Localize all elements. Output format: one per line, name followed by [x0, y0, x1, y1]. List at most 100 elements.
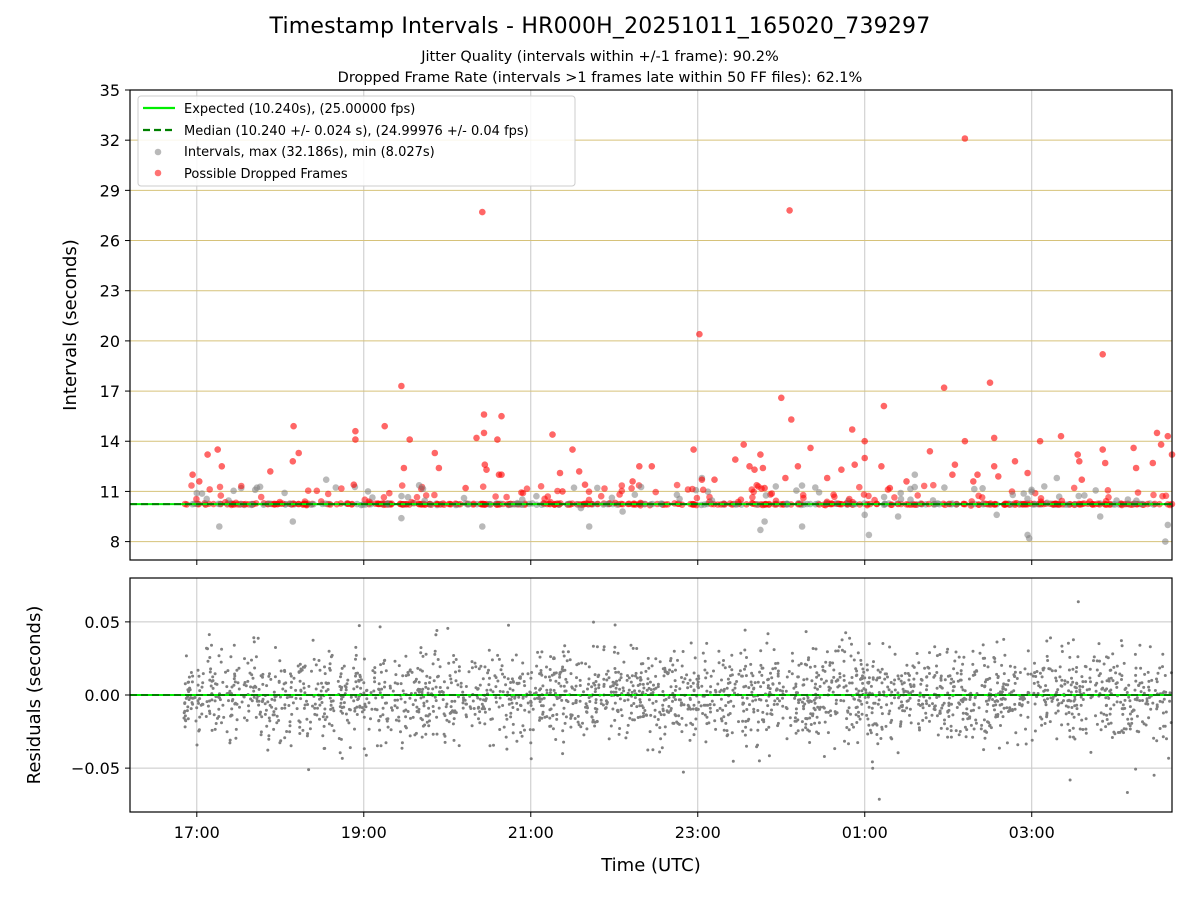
- residual-point: [823, 669, 827, 673]
- residual-point: [1114, 671, 1118, 675]
- interval-point: [631, 491, 639, 499]
- residual-point: [523, 728, 526, 732]
- residual-point: [1134, 767, 1138, 771]
- residual-point: [1000, 663, 1004, 667]
- residual-point: [890, 737, 894, 741]
- residual-point: [963, 725, 967, 729]
- residual-point: [1145, 697, 1149, 701]
- residual-point: [237, 687, 241, 691]
- residual-point: [928, 651, 931, 655]
- residual-point: [1075, 682, 1079, 686]
- residual-point: [217, 707, 221, 711]
- dropped-frame-point: [585, 496, 593, 504]
- residual-point: [244, 684, 248, 688]
- residual-point: [714, 727, 718, 731]
- residual-point: [358, 705, 362, 709]
- residual-point: [674, 668, 677, 672]
- residual-point: [852, 725, 855, 729]
- residual-point: [638, 704, 642, 708]
- residual-point: [622, 660, 626, 664]
- residual-point: [883, 677, 887, 681]
- residual-point: [972, 727, 976, 731]
- residual-point: [886, 675, 889, 679]
- residual-point: [1102, 712, 1106, 716]
- residual-point: [802, 704, 805, 708]
- residual-point: [359, 678, 363, 682]
- residual-point: [807, 656, 811, 660]
- residual-point: [565, 659, 569, 663]
- residual-point: [338, 751, 342, 755]
- residual-point: [744, 719, 748, 723]
- residual-point: [585, 727, 589, 731]
- residual-point: [726, 713, 730, 717]
- residual-point: [529, 701, 533, 704]
- residual-point: [968, 715, 972, 719]
- residual-point: [930, 713, 934, 717]
- residual-point: [1105, 703, 1108, 707]
- residual-point: [198, 715, 202, 719]
- residual-point: [803, 702, 807, 706]
- residual-point: [1115, 700, 1119, 704]
- residual-point: [307, 768, 311, 772]
- residual-point: [345, 682, 349, 686]
- residual-point: [865, 701, 869, 705]
- residual-point: [1079, 703, 1083, 707]
- residual-point: [1105, 655, 1108, 659]
- dropped-frame-point: [290, 422, 297, 430]
- residual-point: [367, 727, 371, 731]
- residual-point: [602, 677, 606, 681]
- residual-point: [261, 672, 265, 676]
- residual-point: [379, 670, 383, 674]
- residual-point: [613, 718, 617, 722]
- residual-point: [258, 712, 262, 716]
- residual-point: [1156, 671, 1160, 675]
- residual-point: [861, 674, 864, 678]
- residual-point: [487, 668, 490, 672]
- residual-point: [767, 754, 771, 758]
- residual-point: [645, 688, 649, 692]
- residual-point: [859, 662, 863, 666]
- residual-point: [866, 732, 870, 736]
- residual-point: [423, 723, 427, 727]
- legend-dropped-swatch: [154, 169, 162, 177]
- residual-point: [651, 748, 655, 752]
- residual-point: [467, 670, 471, 674]
- x-tick-label: 23:00: [675, 823, 721, 842]
- residual-point: [413, 691, 417, 695]
- residual-point: [561, 752, 565, 756]
- residual-point: [765, 728, 768, 732]
- residual-point: [522, 680, 526, 683]
- residual-point: [506, 677, 510, 681]
- residual-point: [354, 680, 358, 684]
- residual-point: [1138, 643, 1142, 647]
- residual-point: [808, 716, 812, 720]
- residual-point: [794, 685, 798, 688]
- residual-point: [917, 699, 921, 702]
- residual-point: [952, 680, 956, 684]
- residual-point: [632, 702, 636, 705]
- residual-point: [900, 674, 904, 678]
- residual-point: [1016, 743, 1020, 747]
- residual-point: [671, 663, 675, 667]
- residual-point: [876, 742, 880, 746]
- residual-point: [494, 685, 498, 689]
- residual-point: [684, 723, 688, 727]
- dropped-frame-point: [800, 494, 807, 502]
- residual-point: [329, 707, 333, 711]
- residual-point: [299, 669, 303, 673]
- residual-point: [307, 684, 311, 688]
- residual-point: [1120, 707, 1124, 711]
- residual-point: [452, 738, 456, 742]
- residual-point: [941, 703, 945, 707]
- interval-point: [1164, 521, 1172, 529]
- residual-point: [208, 656, 212, 659]
- dropped-frame-point: [289, 458, 297, 465]
- residual-point: [949, 724, 953, 728]
- residual-point: [1048, 720, 1052, 724]
- residual-point: [813, 721, 817, 725]
- residual-point: [428, 719, 431, 723]
- residual-point: [1092, 659, 1095, 663]
- residual-point: [665, 671, 669, 675]
- residual-point: [631, 646, 635, 650]
- residual-point: [384, 669, 388, 673]
